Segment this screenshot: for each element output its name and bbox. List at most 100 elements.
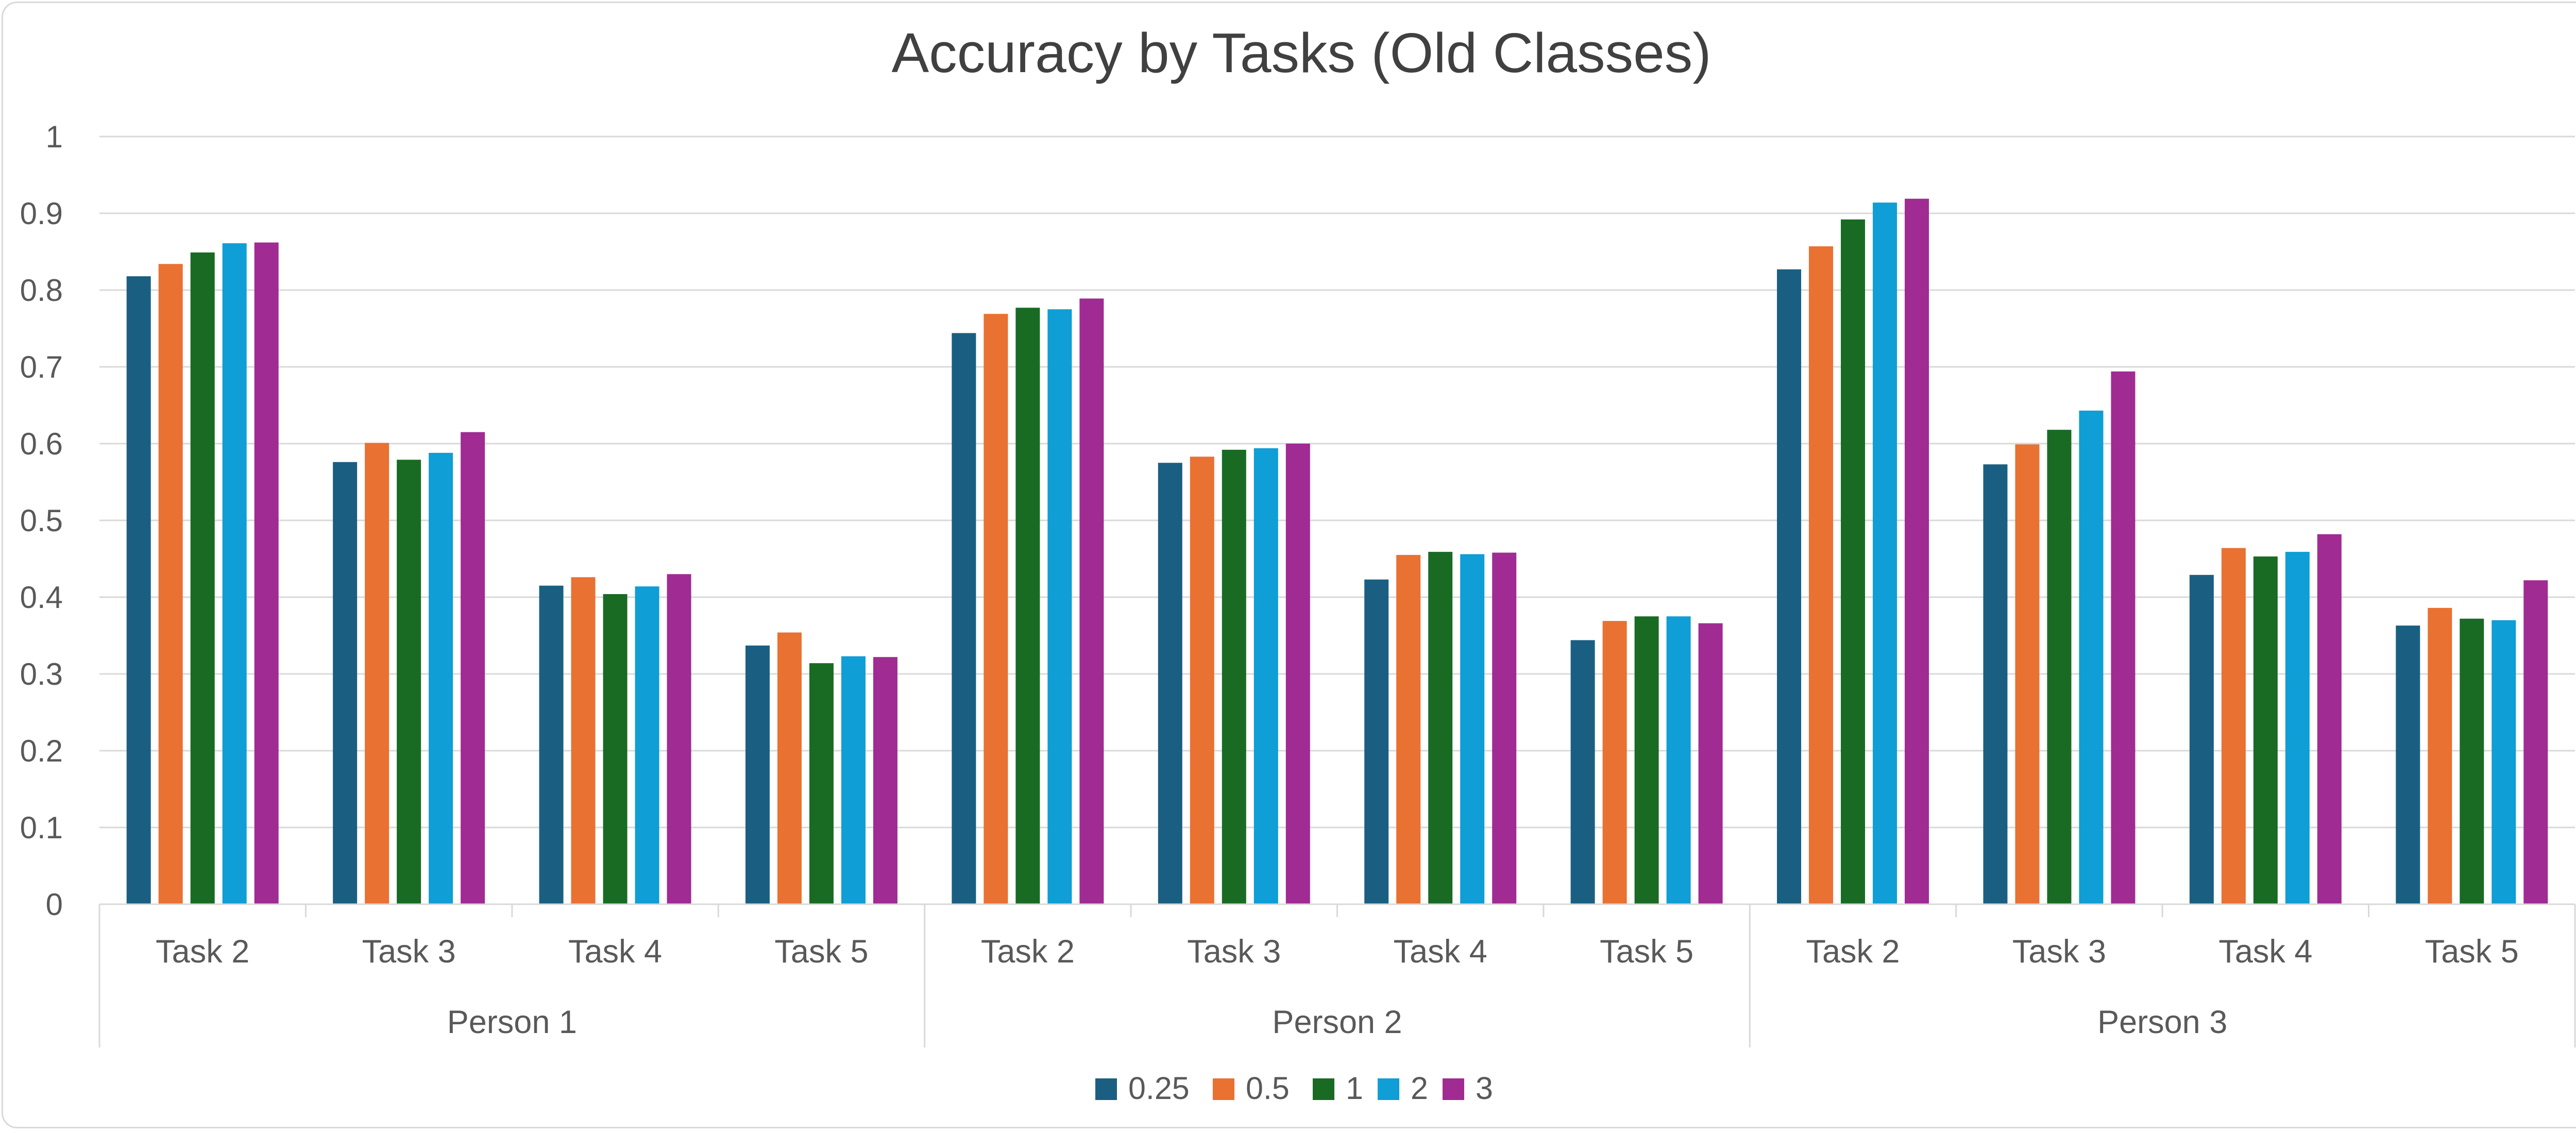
bar xyxy=(397,460,421,904)
bar xyxy=(1158,463,1182,904)
legend: 0.25 0.5 1 2 3 xyxy=(1095,1071,1493,1106)
x-tick-label: Task 3 xyxy=(1187,934,1281,970)
bar xyxy=(333,462,358,904)
bar xyxy=(1841,219,1866,904)
bar xyxy=(635,586,659,904)
bar xyxy=(1492,552,1517,904)
bar xyxy=(461,432,485,904)
bar xyxy=(1460,554,1485,904)
bar xyxy=(952,333,976,905)
y-tick-label: 1 xyxy=(46,120,63,154)
legend-swatch xyxy=(1095,1078,1117,1100)
axes xyxy=(98,903,2576,1047)
bar xyxy=(667,574,691,904)
y-tick-label: 0.5 xyxy=(20,503,63,538)
legend-label: 0.25 xyxy=(1128,1071,1190,1106)
y-tick-label: 0.8 xyxy=(20,273,63,308)
bars xyxy=(126,198,2548,905)
bar xyxy=(1698,623,1723,904)
x-tick-label: Task 4 xyxy=(2218,934,2312,970)
bar xyxy=(1777,269,1802,904)
y-tick-label: 0 xyxy=(46,887,63,922)
legend-label: 3 xyxy=(1476,1071,1493,1106)
bar xyxy=(2428,607,2452,904)
bar xyxy=(2111,371,2136,905)
x-tick-label: Task 2 xyxy=(981,934,1075,970)
y-tick-label: 0.9 xyxy=(20,196,63,231)
group-label: Person 1 xyxy=(447,1004,577,1040)
bar xyxy=(365,443,389,904)
bar xyxy=(2253,556,2278,904)
x-tick-label: Task 4 xyxy=(568,934,662,970)
bar xyxy=(841,656,866,904)
bar xyxy=(2396,625,2420,904)
bar xyxy=(1602,621,1627,904)
legend-swatch xyxy=(1443,1078,1464,1100)
bar xyxy=(1666,616,1691,904)
y-tick-labels: 0 0.1 0.2 0.3 0.4 0.5 0.6 0.7 0.8 0.9 1 xyxy=(20,120,63,922)
x-tick-label: Task 4 xyxy=(1394,934,1487,970)
bar xyxy=(2189,574,2214,904)
bar xyxy=(984,314,1008,905)
y-tick-label: 0.2 xyxy=(20,734,63,768)
bar xyxy=(809,663,834,904)
bar xyxy=(1428,552,1453,904)
bar xyxy=(2047,430,2072,904)
bar xyxy=(1570,640,1595,904)
bar xyxy=(190,252,215,904)
bar xyxy=(1396,555,1421,904)
x-tick-label: Task 2 xyxy=(156,934,249,970)
bar xyxy=(777,632,802,904)
legend-swatch xyxy=(1213,1078,1234,1100)
x-tick-label: Task 2 xyxy=(1806,934,1900,970)
bar xyxy=(2079,410,2104,904)
bar xyxy=(126,276,151,905)
group-labels: Person 1 Person 2 Person 3 xyxy=(447,1004,2227,1040)
bar xyxy=(603,594,628,904)
bar xyxy=(1364,579,1389,904)
bar xyxy=(1079,298,1104,904)
bar xyxy=(2460,618,2484,904)
legend-label: 0.5 xyxy=(1246,1071,1290,1106)
gridlines xyxy=(99,136,2575,828)
bar xyxy=(1905,198,1929,905)
legend-label: 2 xyxy=(1411,1071,1428,1106)
y-tick-label: 0.7 xyxy=(20,350,63,384)
x-tick-label: Task 5 xyxy=(1600,934,1693,970)
bar xyxy=(539,585,564,904)
y-tick-label: 0.4 xyxy=(20,580,63,615)
bar xyxy=(222,243,247,904)
y-tick-label: 0.3 xyxy=(20,657,63,691)
bar xyxy=(429,452,453,904)
legend-swatch xyxy=(1313,1078,1334,1100)
group-label: Person 2 xyxy=(1272,1004,1402,1040)
bar xyxy=(1047,309,1072,904)
chart-title: Accuracy by Tasks (Old Classes) xyxy=(891,22,1711,84)
bar xyxy=(1222,449,1246,904)
bar xyxy=(745,645,770,904)
bar xyxy=(1809,246,1834,904)
bar xyxy=(2492,620,2516,904)
bar xyxy=(1983,464,2008,904)
bar xyxy=(2221,548,2246,904)
bar xyxy=(571,577,596,904)
x-tick-labels: Task 2 Task 3 Task 4 Task 5 Task 2 Task 3 Task… xyxy=(156,934,2519,970)
bar xyxy=(873,657,897,904)
bar xyxy=(2317,534,2342,904)
legend-label: 1 xyxy=(1346,1071,1363,1106)
x-tick-label: Task 5 xyxy=(774,934,868,970)
x-tick-label: Task 3 xyxy=(362,934,456,970)
bar xyxy=(2523,580,2548,904)
bar xyxy=(1190,456,1214,904)
bar xyxy=(1285,444,1310,904)
x-tick-label: Task 3 xyxy=(2012,934,2106,970)
bar xyxy=(2285,552,2310,904)
y-tick-label: 0.1 xyxy=(20,810,63,845)
bar xyxy=(158,264,183,904)
x-tick-label: Task 5 xyxy=(2425,934,2519,970)
y-tick-label: 0.6 xyxy=(20,427,63,461)
bar xyxy=(1634,616,1659,904)
bar xyxy=(1253,448,1278,904)
bar xyxy=(1015,308,1040,904)
